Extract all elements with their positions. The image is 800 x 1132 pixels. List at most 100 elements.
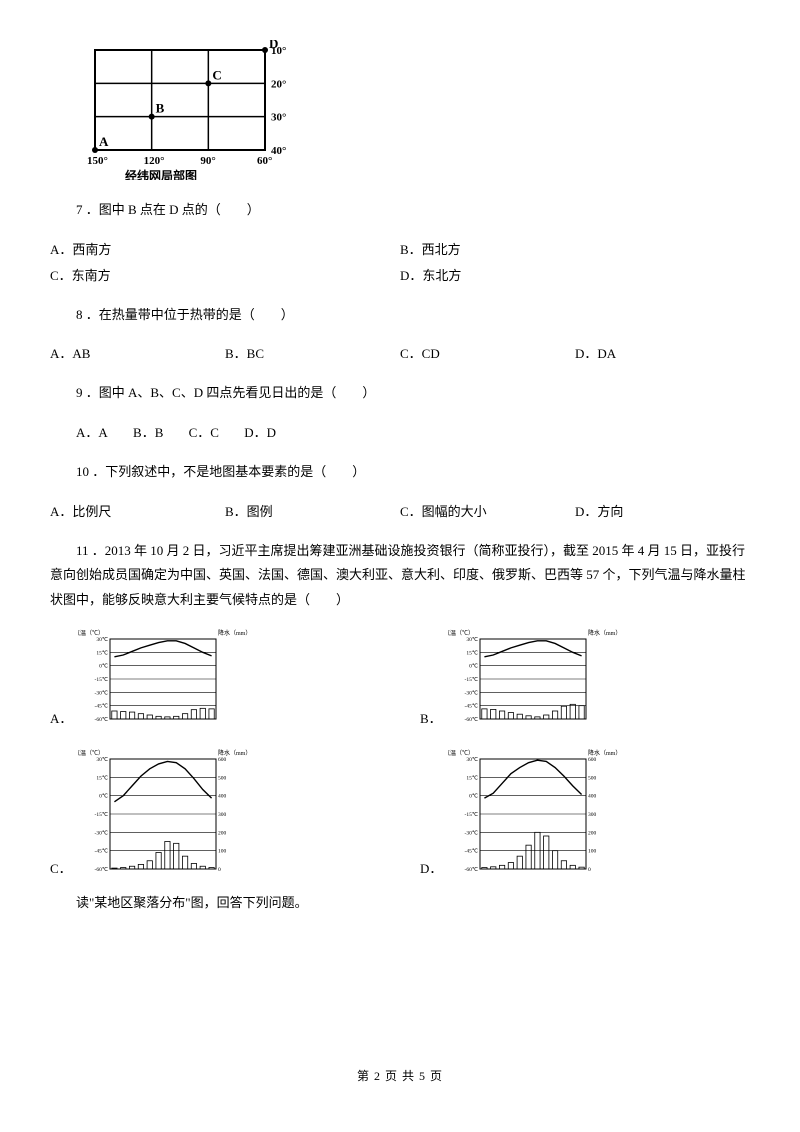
q11-options-grid: A． 气温（℃） 降水（mm） 30℃ 15℃ 0℃ -15℃ -30℃ -45℃ -60℃ B… — [50, 627, 750, 877]
svg-text:气温（℃）: 气温（℃） — [78, 749, 104, 757]
q7-opt-b: B．西北方 — [400, 237, 750, 263]
svg-text:-15℃: -15℃ — [95, 677, 109, 683]
svg-text:-30℃: -30℃ — [95, 690, 109, 696]
q9-num: 9 — [76, 385, 83, 400]
q7-options: A．西南方 B．西北方 C．东南方 D．东北方 — [50, 237, 750, 289]
q7-stem: 7 ．图中 B 点在 D 点的（ ） — [50, 198, 750, 223]
svg-text:0: 0 — [218, 867, 221, 873]
q11-text: ．2013 年 10 月 2 日，习近平主席提出筹建亚洲基础设施投资银行（简称亚… — [50, 543, 746, 607]
latlon-grid-svg: 10°20°30°40°150°120°90°60°ABCD经纬网局部图 — [80, 40, 310, 180]
svg-text:C: C — [212, 67, 221, 82]
svg-text:600: 600 — [218, 757, 227, 763]
svg-text:30℃: 30℃ — [467, 757, 480, 763]
q10-opt-b: B．图例 — [225, 499, 400, 525]
svg-text:400: 400 — [588, 793, 597, 799]
svg-text:-15℃: -15℃ — [465, 812, 479, 818]
climate-chart-c: 气温（℃）降水（mm）30℃15℃0℃-15℃-30℃-45℃-60℃60050… — [78, 747, 248, 877]
q8-stem: 8 ．在热量带中位于热带的是（ ） — [50, 303, 750, 328]
svg-text:200: 200 — [588, 830, 597, 836]
q11-num: 11 — [76, 543, 89, 558]
q11-stem: 11 ．2013 年 10 月 2 日，习近平主席提出筹建亚洲基础设施投资银行（… — [50, 539, 750, 613]
q9-options: A．A B．B C．C D．D — [76, 420, 750, 446]
svg-text:0℃: 0℃ — [469, 663, 479, 669]
q11-cell-a: A． 气温（℃） 降水（mm） 30℃ 15℃ 0℃ -15℃ -30℃ -45℃ -60℃ — [50, 627, 380, 727]
svg-text:-60℃: -60℃ — [94, 867, 108, 873]
svg-text:100: 100 — [588, 848, 597, 854]
svg-text:40°: 40° — [271, 145, 286, 157]
q11-cell-b: B． 气温（℃）降水（mm）30℃15℃0℃-15℃-30℃-45℃-60℃ — [420, 627, 750, 727]
svg-text:0℃: 0℃ — [99, 793, 109, 799]
svg-text:-15℃: -15℃ — [94, 812, 108, 818]
q7-opt-c: C．东南方 — [50, 263, 400, 289]
q9-stem: 9 ．图中 A、B、C、D 四点先看见日出的是（ ） — [50, 381, 750, 406]
svg-text:D: D — [269, 40, 278, 51]
q8-opt-a: A．AB — [50, 341, 225, 367]
svg-text:降水（mm）: 降水（mm） — [588, 629, 618, 637]
svg-text:90°: 90° — [200, 155, 215, 167]
q9-opt-c: C．C — [189, 425, 219, 440]
svg-text:B: B — [156, 101, 165, 116]
svg-text:-30℃: -30℃ — [465, 830, 479, 836]
q9-opt-d: D．D — [244, 425, 276, 440]
svg-text:30℃: 30℃ — [96, 757, 109, 763]
svg-text:降水（mm）: 降水（mm） — [218, 629, 248, 637]
q8-opt-c: C．CD — [400, 341, 575, 367]
climate-chart-d: 气温（℃）降水（mm）30℃15℃0℃-15℃-30℃-45℃-60℃60050… — [448, 747, 618, 877]
closing-text: 读"某地区聚落分布"图，回答下列问题。 — [50, 891, 750, 916]
q10-text: ．下列叙述中，不是地图基本要素的是（ ） — [92, 464, 365, 479]
svg-text:-60℃: -60℃ — [95, 717, 109, 723]
q11-label-c: C． — [50, 858, 72, 877]
q10-opt-a: A．比例尺 — [50, 499, 225, 525]
svg-text:30℃: 30℃ — [97, 637, 110, 643]
svg-text:15℃: 15℃ — [466, 650, 479, 656]
q10-opt-d: D．方向 — [575, 499, 750, 525]
svg-text:-60℃: -60℃ — [464, 717, 478, 723]
svg-text:30℃: 30℃ — [466, 637, 479, 643]
svg-text:经纬网局部图: 经纬网局部图 — [125, 168, 197, 180]
q10-num: 10 — [76, 464, 89, 479]
svg-text:0℃: 0℃ — [99, 663, 109, 669]
svg-text:-15℃: -15℃ — [464, 677, 478, 683]
q8-opt-b: B．BC — [225, 341, 400, 367]
q11-cell-d: D． 气温（℃）降水（mm）30℃15℃0℃-15℃-30℃-45℃-60℃60… — [420, 747, 750, 877]
svg-text:15℃: 15℃ — [467, 775, 480, 781]
svg-text:150°: 150° — [87, 155, 108, 167]
q7-text: ．图中 B 点在 D 点的（ ） — [86, 202, 260, 217]
q10-options: A．比例尺 B．图例 C．图幅的大小 D．方向 — [50, 499, 750, 525]
svg-text:-30℃: -30℃ — [464, 690, 478, 696]
svg-text:30°: 30° — [271, 112, 286, 124]
q7-opt-a: A．西南方 — [50, 237, 400, 263]
q10-opt-c: C．图幅的大小 — [400, 499, 575, 525]
q8-opt-d: D．DA — [575, 341, 750, 367]
q9-text: ．图中 A、B、C、D 四点先看见日出的是（ ） — [86, 385, 376, 400]
latlon-grid-figure: 10°20°30°40°150°120°90°60°ABCD经纬网局部图 — [80, 40, 750, 184]
svg-text:-45℃: -45℃ — [95, 703, 109, 709]
q11-cell-c: C． 气温（℃）降水（mm）30℃15℃0℃-15℃-30℃-45℃-60℃60… — [50, 747, 380, 877]
svg-text:300: 300 — [218, 812, 227, 818]
svg-text:20°: 20° — [271, 78, 286, 90]
q11-label-b: B． — [420, 708, 442, 727]
svg-text:600: 600 — [588, 757, 597, 763]
svg-text:-60℃: -60℃ — [465, 867, 479, 873]
q7-opt-d: D．东北方 — [400, 263, 750, 289]
svg-text:60°: 60° — [257, 155, 272, 167]
q7-num: 7 — [76, 202, 83, 217]
q11-label-a: A． — [50, 708, 72, 727]
svg-text:200: 200 — [218, 830, 227, 836]
svg-text:-45℃: -45℃ — [464, 703, 478, 709]
q8-text: ．在热量带中位于热带的是（ ） — [86, 307, 294, 322]
svg-text:气温（℃）: 气温（℃） — [78, 629, 104, 637]
q9-opt-b: B．B — [133, 425, 163, 440]
page-footer: 第 2 页 共 5 页 — [50, 1067, 750, 1084]
svg-text:15℃: 15℃ — [96, 775, 109, 781]
svg-text:120°: 120° — [144, 155, 165, 167]
svg-text:气温（℃）: 气温（℃） — [448, 749, 474, 757]
svg-text:15℃: 15℃ — [97, 650, 110, 656]
svg-text:降水（mm）: 降水（mm） — [588, 749, 618, 757]
q9-opt-a: A．A — [76, 425, 108, 440]
svg-text:500: 500 — [588, 775, 597, 781]
svg-text:-45℃: -45℃ — [465, 848, 479, 854]
svg-text:-30℃: -30℃ — [94, 830, 108, 836]
svg-text:0: 0 — [588, 867, 591, 873]
svg-text:400: 400 — [218, 793, 227, 799]
